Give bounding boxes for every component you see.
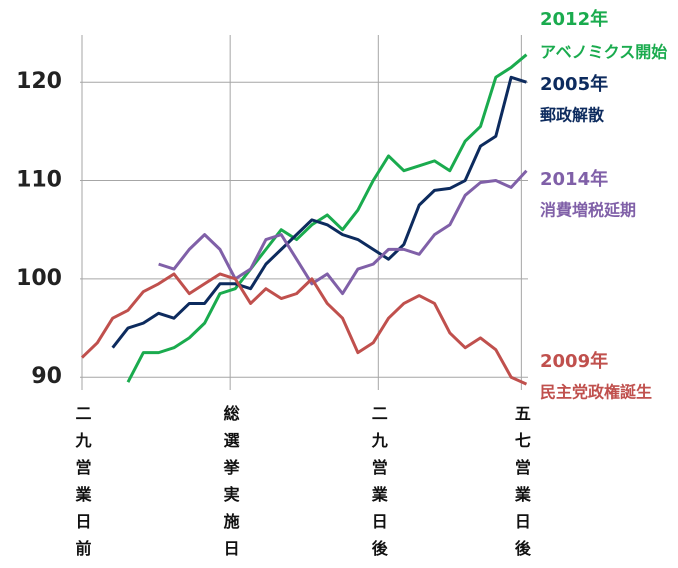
x-tick-label: 二九営業日前 xyxy=(73,405,93,567)
series-line xyxy=(111,75,527,349)
series-label: アベノミクス開始 xyxy=(540,43,667,62)
series-name: 2012年 xyxy=(540,8,608,30)
series-name: 2009年 xyxy=(540,350,608,372)
x-tick-label: 二九営業日後 xyxy=(369,405,389,567)
series-line xyxy=(158,169,528,296)
series-label: 民主党政権誕生 xyxy=(540,383,652,402)
y-tick-label: 90 xyxy=(31,364,62,389)
series-line xyxy=(126,53,528,383)
series-name: 2005年 xyxy=(540,73,608,95)
x-tick-label: 総選挙実施日 xyxy=(221,404,240,567)
y-tick-label: 110 xyxy=(16,168,62,193)
y-tick-label: 120 xyxy=(16,69,62,94)
x-tick-label: 五七営業日後 xyxy=(512,405,532,567)
series-name: 2014年 xyxy=(540,168,608,190)
series-label: 郵政解散 xyxy=(540,106,605,125)
series-line xyxy=(80,272,528,386)
series-label: 消費増税延期 xyxy=(540,201,636,220)
y-tick-label: 100 xyxy=(16,266,62,291)
